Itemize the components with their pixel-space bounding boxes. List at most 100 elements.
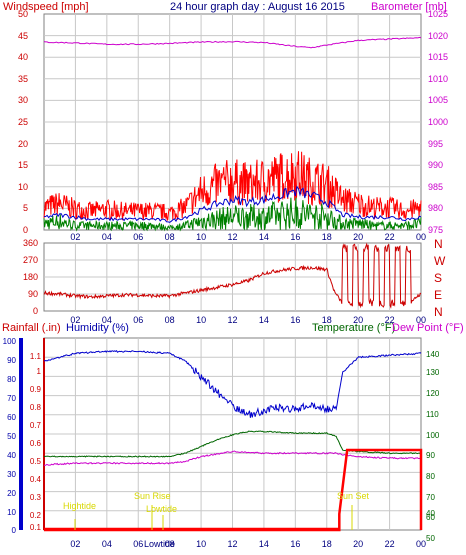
barometer-tick-label: 1000 bbox=[428, 117, 448, 127]
temperature-tick-label: 70 bbox=[426, 493, 435, 502]
windspeed-tick-label: 20 bbox=[18, 139, 28, 149]
rainfall-tick-label: 0.1 bbox=[30, 523, 42, 532]
average-wind-series-line bbox=[43, 185, 422, 223]
humidity-tick-label: 90 bbox=[7, 356, 16, 365]
rainfall-axis-title: Rainfall (.in) bbox=[2, 322, 61, 334]
rainfall-tick-label: 0.7 bbox=[30, 421, 42, 430]
rainfall-tick-label: 0.2 bbox=[30, 511, 42, 520]
temperature-tick-labels: 140 130 120 110 100 90 80 70 60 50 40 bbox=[426, 350, 440, 543]
sun-rise-label: Sun Rise bbox=[134, 491, 171, 501]
rainfall-tick-label: 0.4 bbox=[30, 475, 42, 484]
x-tick-label: 06 bbox=[133, 539, 143, 549]
x-tick-label: 04 bbox=[102, 315, 112, 325]
windspeed-tick-label: 30 bbox=[18, 95, 28, 105]
x-tick-label: 20 bbox=[353, 232, 363, 242]
temperature-tick-label: 140 bbox=[426, 350, 440, 359]
temperature-tick-label: 120 bbox=[426, 389, 440, 398]
x-tick-label: 22 bbox=[385, 315, 395, 325]
windspeed-tick-label: 10 bbox=[18, 182, 28, 192]
grid-lines bbox=[44, 14, 421, 530]
barometer-tick-label: 985 bbox=[428, 182, 443, 192]
x-tick-label: 10 bbox=[196, 315, 206, 325]
temperature-tick-label: 40 bbox=[426, 509, 435, 518]
humidity-tick-label: 100 bbox=[3, 337, 17, 346]
x-tick-label: 12 bbox=[227, 539, 237, 549]
humidity-tick-label: 30 bbox=[7, 470, 16, 479]
high-tide-label: Hightide bbox=[63, 501, 96, 511]
barometer-tick-label: 990 bbox=[428, 160, 443, 170]
dewpoint-series-line bbox=[43, 450, 422, 467]
rainfall-tick-label: 0.5 bbox=[30, 457, 42, 466]
direction-tick-label: 180 bbox=[23, 272, 38, 282]
x-tick-label: 16 bbox=[290, 315, 300, 325]
humidity-tick-label: 80 bbox=[7, 375, 16, 384]
x-tick-label: 00 bbox=[416, 315, 426, 325]
barometer-tick-label: 995 bbox=[428, 139, 443, 149]
humidity-tick-label: 40 bbox=[7, 451, 16, 460]
direction-tick-label: 270 bbox=[23, 255, 38, 265]
annotations: Hightide Sun Rise Lowtide Lowtide Sun Se… bbox=[63, 491, 370, 549]
windspeed-tick-label: 50 bbox=[18, 9, 28, 19]
x-tick-label: 10 bbox=[196, 232, 206, 242]
low-tide-label-1: Lowtide bbox=[146, 504, 177, 514]
compass-label: W bbox=[434, 254, 446, 268]
x-axis-labels-wind: 02 04 06 08 10 12 14 16 18 20 22 00 bbox=[70, 232, 426, 242]
x-tick-label: 18 bbox=[322, 232, 332, 242]
humidity-axis-title: Humidity (%) bbox=[66, 322, 129, 334]
humidity-tick-label: 10 bbox=[7, 508, 16, 517]
direction-tick-label: 360 bbox=[23, 238, 38, 248]
windspeed-tick-label: 35 bbox=[18, 74, 28, 84]
windspeed-tick-label: 0 bbox=[23, 225, 28, 235]
temperature-axis-title: Temperature (°F) bbox=[312, 322, 395, 334]
direction-tick-label: 0 bbox=[33, 306, 38, 316]
barometer-tick-label: 1020 bbox=[428, 31, 448, 41]
x-tick-label: 10 bbox=[196, 539, 206, 549]
x-tick-label: 04 bbox=[102, 232, 112, 242]
temperature-tick-label: 110 bbox=[426, 410, 439, 419]
x-tick-label: 06 bbox=[133, 315, 143, 325]
windspeed-tick-label: 25 bbox=[18, 117, 28, 127]
direction-tick-label: 90 bbox=[28, 289, 38, 299]
windspeed-tick-labels: 50 45 40 35 30 25 20 15 10 5 0 bbox=[18, 9, 28, 235]
dewpoint-axis-title: Dew Point (°F) bbox=[392, 322, 464, 334]
x-tick-label: 20 bbox=[353, 315, 363, 325]
x-tick-label: 08 bbox=[165, 539, 175, 549]
barometer-tick-label: 1015 bbox=[428, 52, 448, 62]
x-tick-label: 00 bbox=[416, 232, 426, 242]
windspeed-tick-label: 45 bbox=[18, 31, 28, 41]
x-axis-labels-climate: 02 04 06 08 10 12 14 16 18 20 22 00 bbox=[70, 539, 426, 549]
x-tick-label: 12 bbox=[227, 232, 237, 242]
compass-label: S bbox=[434, 271, 442, 285]
x-tick-label: 06 bbox=[133, 232, 143, 242]
windspeed-axis-title: Windspeed [mph] bbox=[3, 1, 89, 13]
x-tick-label: 12 bbox=[227, 315, 237, 325]
windspeed-tick-label: 5 bbox=[23, 203, 28, 213]
rainfall-tick-label: 0.3 bbox=[30, 493, 42, 502]
rainfall-tick-labels: 1.1 1 0.9 0.8 0.7 0.6 0.5 0.4 0.3 0.2 0.… bbox=[30, 352, 42, 532]
humidity-tick-label: 60 bbox=[7, 413, 16, 422]
barometer-tick-label: 1005 bbox=[428, 95, 448, 105]
compass-label: N bbox=[434, 237, 443, 251]
temperature-tick-label: 100 bbox=[426, 431, 440, 440]
x-tick-label: 16 bbox=[290, 232, 300, 242]
x-tick-label: 14 bbox=[259, 232, 269, 242]
x-tick-label: 02 bbox=[70, 539, 80, 549]
x-tick-label: 14 bbox=[259, 315, 269, 325]
barometer-axis-title: Barometer [mb] bbox=[371, 1, 447, 13]
temperature-tick-label: 130 bbox=[426, 368, 440, 377]
x-tick-label: 08 bbox=[165, 315, 175, 325]
x-axis-labels-direction: 02 04 06 08 10 12 14 16 18 20 22 00 bbox=[70, 315, 426, 325]
windspeed-tick-label: 15 bbox=[18, 160, 28, 170]
humidity-series-line bbox=[43, 349, 422, 418]
windspeed-tick-label: 40 bbox=[18, 52, 28, 62]
rainfall-tick-label: 0.6 bbox=[30, 439, 42, 448]
barometer-tick-labels: 1025 1020 1015 1010 1005 1000 995 990 98… bbox=[428, 9, 448, 235]
low-tide-label-2: Lowtide bbox=[144, 539, 175, 549]
low-wind-series-line bbox=[43, 197, 422, 232]
graph-title: 24 hour graph day : August 16 2015 bbox=[170, 1, 345, 13]
x-tick-label: 08 bbox=[165, 232, 175, 242]
series-layer bbox=[43, 36, 423, 532]
temperature-tick-label: 80 bbox=[426, 472, 435, 481]
wind-direction-series-line bbox=[43, 242, 422, 309]
